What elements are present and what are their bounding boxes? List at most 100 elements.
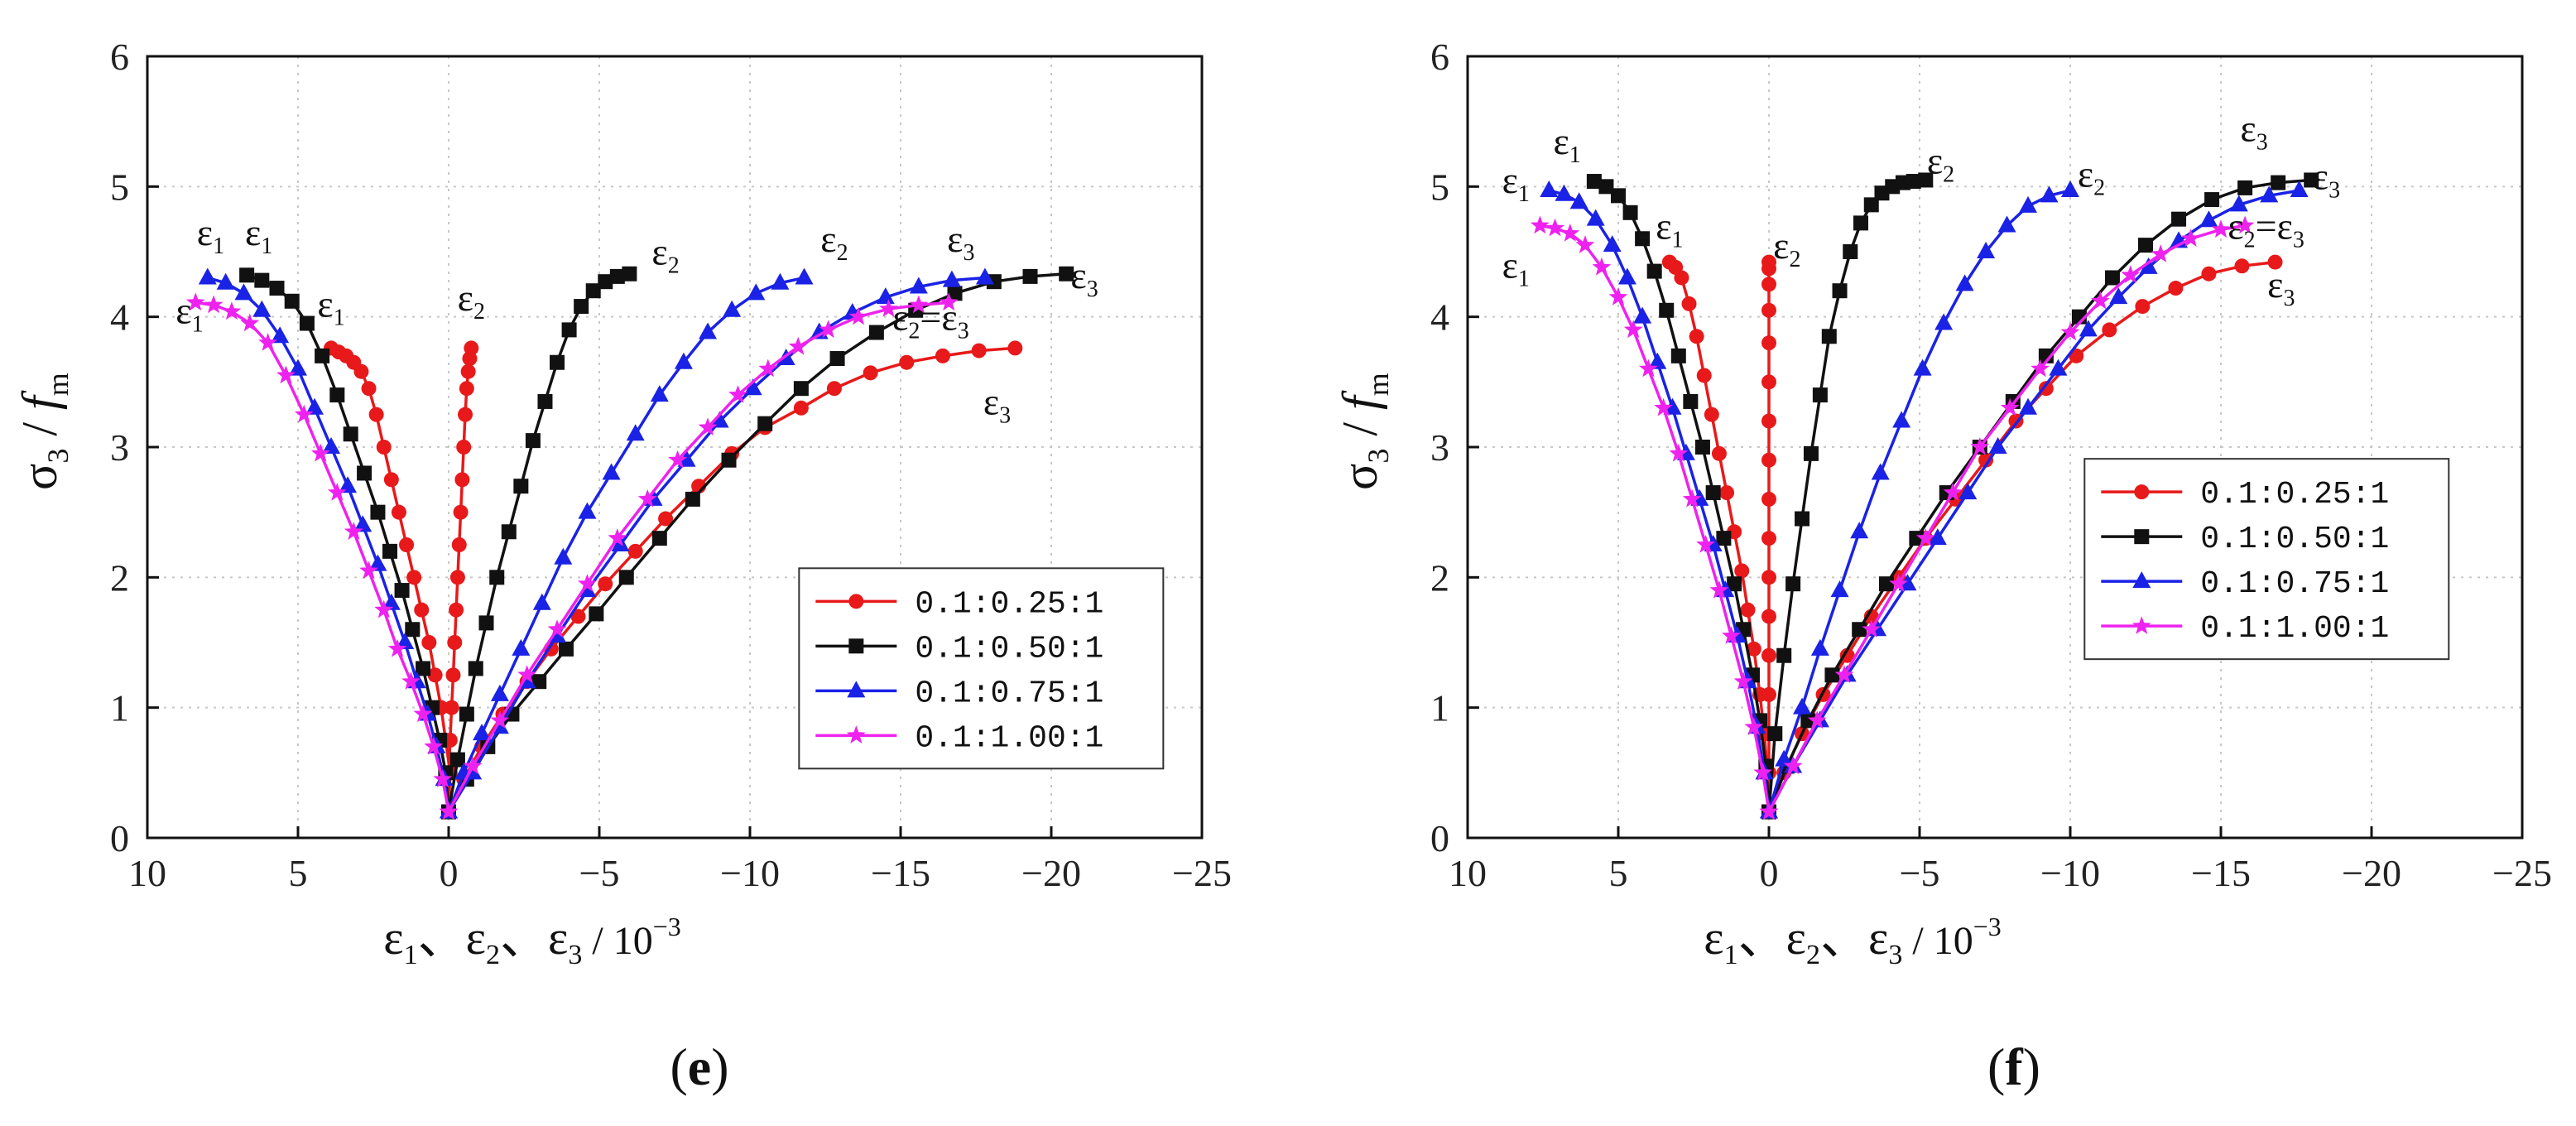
marker-circle: [1761, 335, 1776, 351]
y-label-sub: 3: [1362, 449, 1395, 464]
series-0.1:1.00:1: [1530, 215, 2255, 820]
annotation-eps: ε: [1502, 159, 1518, 201]
marker-triangle: [2079, 320, 2098, 337]
marker-star: [608, 528, 627, 546]
marker-square: [1646, 263, 1662, 279]
marker-circle: [391, 504, 406, 520]
annotation-eps: ε: [1927, 140, 1943, 182]
marker-triangle: [1958, 483, 1978, 500]
marker-star: [374, 599, 394, 618]
marker-triangle: [532, 593, 551, 610]
marker-star: [1943, 483, 1963, 501]
marker-triangle: [677, 450, 696, 467]
marker-square: [2237, 180, 2253, 195]
y-tick-label: 3: [110, 426, 129, 469]
marker-circle: [598, 576, 613, 592]
marker-square: [1909, 531, 1925, 546]
marker-square: [1059, 266, 1074, 282]
marker-square: [370, 504, 386, 520]
marker-star: [909, 295, 929, 314]
marker-star: [517, 665, 537, 683]
legend-label: 0.1:0.75:1: [915, 676, 1103, 711]
annotation-sub: 3: [2328, 177, 2340, 203]
series-line-e2: [1767, 178, 1926, 812]
marker-triangle: [305, 397, 324, 415]
marker-triangle: [2290, 180, 2309, 198]
marker-star: [1669, 443, 1689, 462]
marker-star: [1889, 574, 1908, 592]
marker-star: [1709, 580, 1729, 599]
marker-circle: [459, 381, 474, 397]
annotation-eps: ε: [983, 381, 999, 423]
annotation-sub: 2: [1943, 162, 1954, 188]
marker-triangle: [1830, 580, 1849, 598]
marker-star: [1530, 215, 1550, 234]
marker-star: [204, 295, 223, 314]
marker-square: [829, 351, 845, 367]
marker-square: [1670, 348, 1686, 363]
marker-square: [1821, 329, 1837, 344]
marker-triangle: [2040, 185, 2059, 203]
marker-triangle: [1633, 306, 1652, 324]
x-label-sep1: 、: [418, 911, 466, 965]
marker-triangle: [490, 684, 509, 701]
annotation-eps: ε: [2267, 263, 2283, 306]
marker-circle: [445, 667, 461, 683]
marker-square: [2304, 172, 2319, 188]
x-label-sub3: 3: [1888, 940, 1902, 970]
marker-circle: [454, 472, 470, 488]
marker-triangle: [1913, 358, 1932, 376]
marker-triangle: [512, 638, 531, 656]
marker-square: [848, 638, 864, 654]
legend: 0.1:0.25:1 0.1:0.50:1 0.1:0.75:1 0.1:1.00:1: [798, 567, 1165, 770]
marker-square: [1800, 713, 1816, 729]
curve-annotation: ε2=ε3: [892, 296, 969, 344]
x-tick-label: −20: [1021, 852, 1081, 894]
y-tick-label: 3: [1430, 426, 1449, 469]
panel-label: (e): [670, 1037, 728, 1096]
marker-circle: [376, 440, 392, 455]
annotation-sub: 1: [1672, 227, 1684, 253]
x-tick-label: −5: [1900, 852, 1940, 894]
marker-square: [1812, 387, 1828, 403]
marker-star: [2131, 616, 2151, 634]
x-label-sub1: 1: [404, 940, 418, 970]
marker-square: [269, 281, 285, 296]
x-tick-label: 10: [128, 852, 166, 894]
marker-triangle: [942, 270, 961, 287]
panel-letter: f: [2005, 1037, 2023, 1096]
y-tick-label: 4: [1430, 296, 1449, 339]
marker-square: [622, 266, 637, 282]
marker-star: [1654, 397, 1673, 416]
x-label-eps2: ε: [1786, 911, 1806, 965]
x-label-eps2: ε: [466, 911, 486, 965]
marker-star: [1592, 257, 1612, 276]
curve-annotation: ε3: [2313, 155, 2340, 203]
marker-square: [793, 381, 809, 397]
marker-square: [382, 543, 398, 559]
marker-triangle: [2019, 195, 2038, 213]
marker-triangle: [368, 554, 387, 571]
marker-square: [343, 426, 358, 442]
marker-star: [401, 671, 421, 690]
marker-square: [2134, 529, 2150, 545]
annotation-sub: 1: [1518, 181, 1530, 207]
marker-star: [327, 483, 347, 501]
annotation-sub: 2: [2093, 175, 2105, 200]
marker-triangle: [2109, 287, 2128, 305]
marker-star: [258, 333, 277, 351]
marker-star: [1623, 320, 1643, 339]
marker-star: [1560, 224, 1580, 242]
marker-circle: [2038, 381, 2054, 397]
marker-square: [1586, 174, 1602, 190]
marker-triangle: [2061, 180, 2079, 198]
marker-circle: [1734, 563, 1750, 579]
marker-circle: [1661, 254, 1677, 270]
curve-annotation: ε1: [1502, 243, 1530, 291]
marker-triangle: [473, 724, 492, 741]
marker-square: [1635, 231, 1651, 247]
marker-star: [1733, 671, 1753, 690]
panel-label: (f): [1987, 1037, 2040, 1096]
